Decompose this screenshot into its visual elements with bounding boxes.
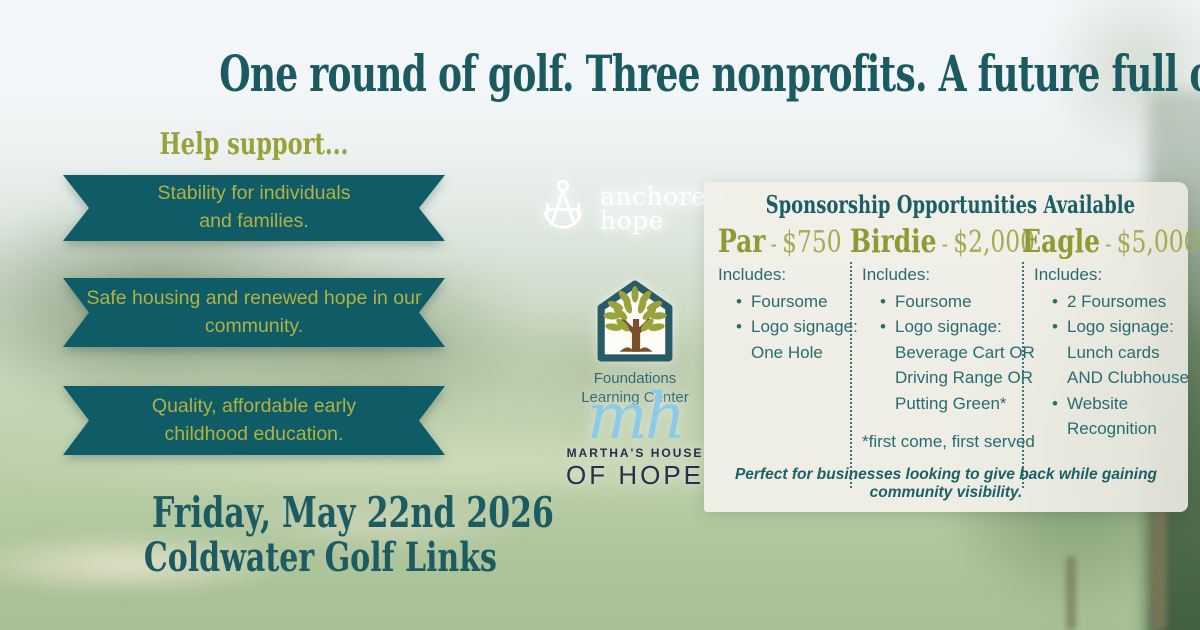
sponsorship-panel: Sponsorship Opportunities Available Par … xyxy=(704,182,1199,512)
tier-birdie-details: Includes: • Foursome • Logo signage: Bev… xyxy=(850,262,1035,488)
anchor-icon xyxy=(543,179,583,229)
bullet-icon: • xyxy=(736,317,742,336)
list-item: • Foursome xyxy=(876,289,1022,315)
list-item: • Foursome xyxy=(732,289,850,315)
bullet-icon: • xyxy=(736,291,742,311)
ribbon-banner: Stability for individuals and families. xyxy=(63,175,445,241)
marthas-house-of-hope-logo: mh MARTHA'S HOUSE OF HOPE xyxy=(550,380,720,491)
ribbon-stability: Stability for individuals and families. xyxy=(63,175,445,241)
ribbon-safe-housing: Safe housing and renewed hope in our com… xyxy=(63,278,445,347)
ribbon-banner: Quality, affordable early childhood educ… xyxy=(63,386,445,455)
mh-monogram: mh xyxy=(587,380,686,454)
list-item: • Website Recognition xyxy=(1048,391,1189,442)
foundations-learning-center-logo: Foundations Learning Center xyxy=(558,280,712,408)
ribbon-education: Quality, affordable early childhood educ… xyxy=(63,386,445,455)
tier-birdie: Birdie - $2,000 xyxy=(850,222,1036,260)
tier-eagle-details: Includes: • 2 Foursomes • Logo signage: … xyxy=(1022,262,1189,488)
list-item: • Logo signage: Lunch cards AND Clubhous… xyxy=(1048,314,1189,391)
ribbon-banner: Safe housing and renewed hope in our com… xyxy=(63,278,445,347)
anchored-hope-logo: anchored hope xyxy=(536,177,723,241)
list-item: • Logo signage: Beverage Cart OR Driving… xyxy=(876,314,1035,416)
list-item: • 2 Foursomes xyxy=(1048,289,1189,315)
sponsorship-title: Sponsorship Opportunities Available xyxy=(765,190,1136,219)
tier-par: Par - $750 xyxy=(718,222,842,260)
event-details: Friday, May 22nd 2026 Coldwater Golf Lin… xyxy=(85,488,554,582)
list-item: • Logo signage: One Hole xyxy=(732,314,858,365)
bullet-icon: • xyxy=(880,317,886,336)
page-title: One round of golf. Three nonprofits. A f… xyxy=(219,44,1200,103)
event-date: Friday, May 22nd 2026 xyxy=(151,488,554,537)
bullet-icon: • xyxy=(1052,393,1058,413)
bullet-icon: • xyxy=(880,291,886,311)
first-come-footnote: *first come, first served xyxy=(862,432,1035,451)
event-venue: Coldwater Golf Links xyxy=(143,534,497,582)
bullet-icon: • xyxy=(1052,317,1058,336)
tier-par-details: Includes: • Foursome • Logo signage: One… xyxy=(718,262,858,488)
anchored-hope-wordmark: anchored hope xyxy=(600,181,723,235)
tier-eagle: Eagle - $5,000 xyxy=(1022,222,1199,260)
foundations-wordmark: Foundations Learning Center xyxy=(581,370,689,406)
tier-price-row: Par - $750 Birdie - $2,000 Eagle - $5,00… xyxy=(718,222,1199,260)
house-tree-icon xyxy=(597,280,673,362)
help-support-heading: Help support... xyxy=(159,127,349,162)
bullet-icon: • xyxy=(1052,291,1058,311)
sponsorship-tagline: Perfect for businesses looking to give b… xyxy=(734,466,1158,501)
tier-details-columns: Includes: • Foursome • Logo signage: One… xyxy=(718,262,1189,488)
